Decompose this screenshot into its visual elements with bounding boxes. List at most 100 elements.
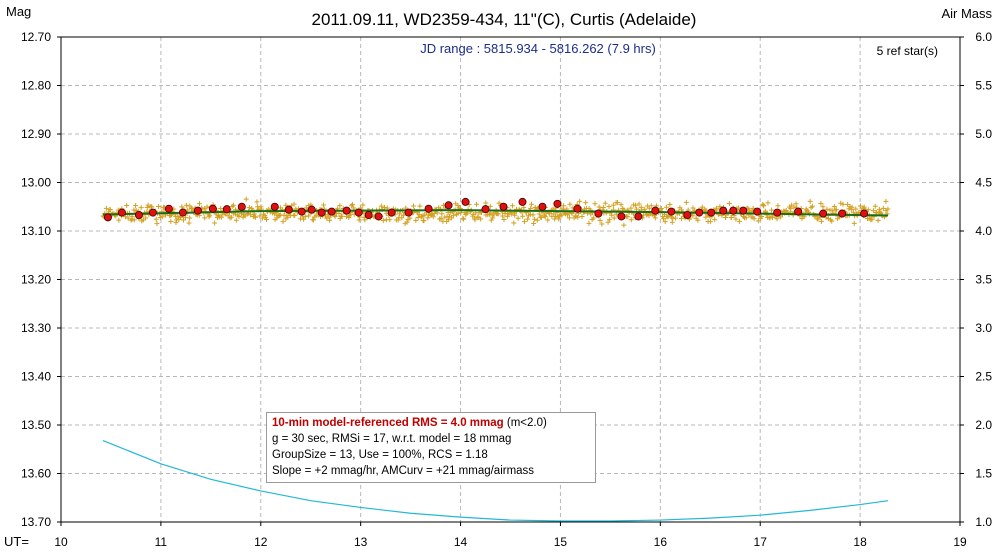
raw-point	[778, 214, 784, 220]
x-tick-label: 13	[354, 535, 368, 549]
raw-point	[658, 205, 664, 211]
x-tick-label: 18	[853, 535, 867, 549]
group-mean-point	[461, 197, 470, 206]
raw-point	[257, 213, 263, 219]
raw-point	[487, 203, 493, 209]
raw-point	[430, 214, 436, 220]
group-mean-point	[617, 212, 626, 221]
raw-point	[475, 215, 481, 221]
raw-point	[362, 217, 368, 223]
group-mean-point	[481, 205, 490, 214]
raw-point	[464, 210, 470, 216]
raw-point	[144, 205, 150, 211]
raw-point	[845, 201, 851, 207]
stats-legend-box: 10-min model-referenced RMS = 4.0 mmag (…	[266, 412, 596, 483]
group-mean-point	[307, 205, 316, 214]
x-tick-label: 19	[953, 535, 967, 549]
raw-point	[321, 202, 327, 208]
raw-point	[407, 215, 413, 221]
raw-point	[644, 212, 650, 218]
raw-point	[337, 203, 343, 209]
raw-point	[575, 214, 581, 220]
raw-point	[880, 205, 886, 211]
raw-point	[248, 212, 254, 218]
raw-point	[829, 218, 835, 224]
raw-point	[807, 198, 813, 204]
y2-tick-label: 4.0	[975, 224, 992, 238]
raw-point	[202, 215, 208, 221]
raw-point	[529, 201, 535, 207]
raw-point	[722, 215, 728, 221]
raw-point	[765, 200, 771, 206]
jd-range-text: JD range : 5815.934 - 5816.262 (7.9 hrs)	[420, 41, 656, 56]
x-tick-label: 15	[554, 535, 568, 549]
raw-point	[280, 219, 286, 225]
raw-point	[107, 207, 113, 213]
raw-point	[865, 207, 871, 213]
raw-point	[615, 199, 621, 205]
raw-point	[628, 217, 634, 223]
y2-tick-label: 5.5	[975, 79, 992, 93]
raw-point	[116, 217, 122, 223]
group-mean-point	[444, 201, 453, 210]
x-tick-label: 16	[654, 535, 668, 549]
raw-point	[545, 217, 551, 223]
raw-point	[324, 215, 330, 221]
group-mean-point	[354, 208, 363, 217]
raw-point	[511, 220, 517, 226]
raw-point	[761, 203, 767, 209]
raw-point	[809, 203, 815, 209]
group-mean-point	[327, 207, 336, 216]
y-tick-label: 13.20	[21, 273, 51, 287]
group-mean-point	[208, 204, 217, 213]
raw-point	[495, 211, 501, 217]
raw-point	[831, 204, 837, 210]
raw-point	[103, 205, 109, 211]
group-mean-point	[553, 199, 562, 208]
raw-point	[875, 217, 881, 223]
raw-point	[187, 215, 193, 221]
raw-point	[512, 212, 518, 218]
raw-point	[853, 206, 859, 212]
raw-point	[413, 218, 419, 224]
y2-tick-label: 6.0	[975, 30, 992, 44]
raw-point	[774, 216, 780, 222]
raw-point	[824, 206, 830, 212]
raw-point	[179, 204, 185, 210]
raw-point	[212, 220, 218, 226]
raw-point	[356, 217, 362, 223]
y-tick-label: 13.60	[21, 467, 51, 481]
group-mean-point	[117, 208, 126, 217]
raw-point	[566, 215, 572, 221]
group-mean-point	[695, 208, 704, 217]
raw-point	[410, 203, 416, 209]
group-mean-point	[374, 212, 383, 221]
raw-point	[532, 216, 538, 222]
chart-title: 2011.09.11, WD2359-434, 11"(C), Curtis (…	[312, 10, 697, 29]
y2-tick-label: 3.0	[975, 321, 992, 335]
raw-point	[818, 201, 824, 207]
raw-point	[652, 215, 658, 221]
raw-point	[530, 212, 536, 218]
raw-point	[567, 201, 573, 207]
raw-point	[446, 217, 452, 223]
raw-point	[302, 214, 308, 220]
legend-rms-line: 10-min model-referenced RMS = 4.0 mmag (…	[272, 415, 590, 431]
group-mean-point	[707, 208, 716, 217]
y-tick-label: 13.30	[21, 321, 51, 335]
y2-tick-label: 4.5	[975, 176, 992, 190]
raw-point	[791, 204, 797, 210]
raw-point	[125, 215, 131, 221]
raw-point	[783, 208, 789, 214]
raw-point	[833, 207, 839, 213]
raw-point	[661, 216, 667, 222]
y2-tick-label: 2.0	[975, 418, 992, 432]
group-mean-point	[270, 202, 279, 211]
raw-point	[246, 205, 252, 211]
raw-point	[515, 215, 521, 221]
raw-point	[310, 217, 316, 223]
raw-point	[534, 217, 540, 223]
group-means-layer	[103, 197, 869, 222]
raw-point	[149, 204, 155, 210]
raw-point	[592, 201, 598, 207]
